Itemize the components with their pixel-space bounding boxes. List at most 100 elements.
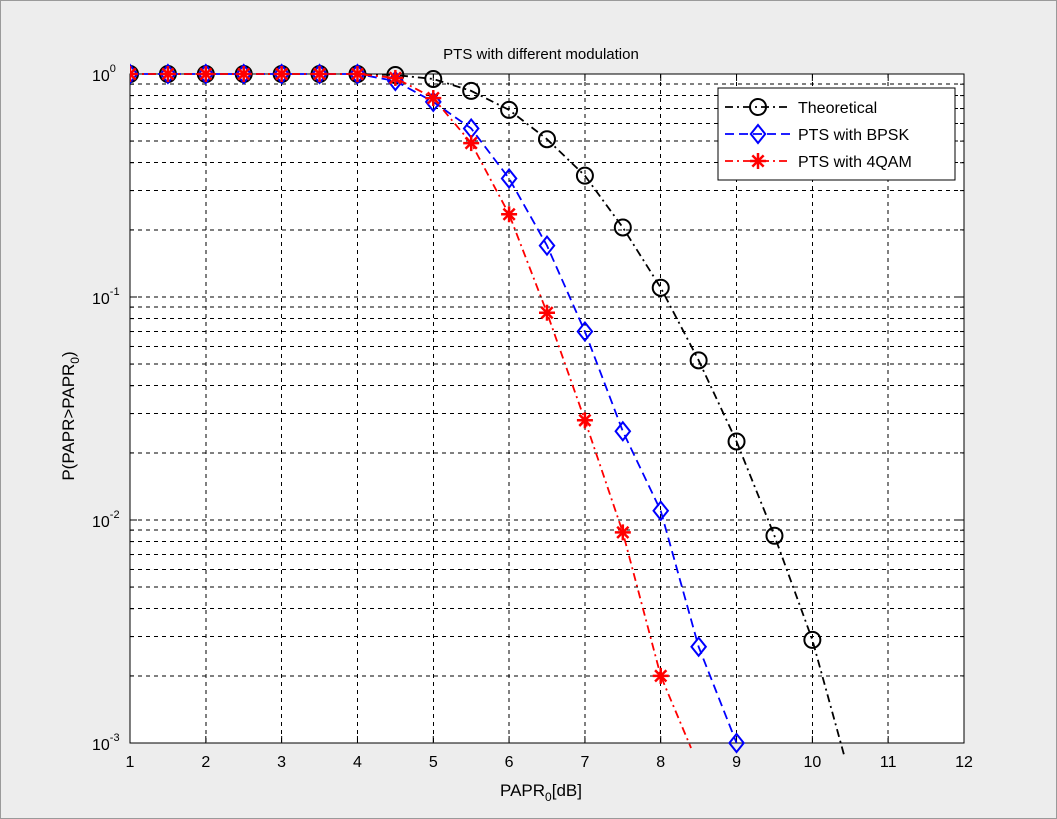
plot-area <box>130 74 964 743</box>
marker-asterisk-stroke <box>464 136 478 150</box>
marker-circle <box>462 81 481 100</box>
marker-asterisk-stroke <box>616 525 630 539</box>
marker-asterisk <box>311 66 328 82</box>
x-tick-label: 7 <box>580 754 589 771</box>
marker-diamond <box>728 732 746 754</box>
marker-circle <box>765 526 784 545</box>
y-tick-exponent: -3 <box>110 732 120 744</box>
x-tick-label: 10 <box>803 754 821 771</box>
marker-diamond <box>235 63 253 85</box>
axes-background <box>130 74 964 743</box>
x-tick-label: 11 <box>880 754 897 771</box>
marker-diamond <box>690 636 708 658</box>
marker-asterisk <box>501 206 518 223</box>
legend-label: Theoretical <box>798 100 877 117</box>
marker-circle <box>651 278 670 297</box>
marker-diamond <box>311 63 329 85</box>
marker-asterisk-stroke <box>654 669 668 683</box>
legend-entry: Theoretical <box>725 98 877 117</box>
y-tick-label: 10-2 <box>92 509 120 531</box>
marker-asterisk <box>539 304 555 321</box>
y-tick-label: 10-3 <box>92 732 120 754</box>
marker-asterisk-stroke <box>388 71 402 85</box>
series-line <box>130 73 692 749</box>
marker-asterisk <box>349 66 366 82</box>
y-axis-label-rest: ) <box>59 351 78 357</box>
marker-asterisk <box>463 135 480 152</box>
y-tick-base: 10 <box>92 737 110 754</box>
marker-asterisk-stroke <box>578 413 592 427</box>
axes-box <box>129 73 965 744</box>
y-tick-exponent: -2 <box>110 509 120 521</box>
x-axis-label-base: PAPR <box>500 781 545 800</box>
marker-diamond <box>652 500 670 522</box>
x-tick-label: 8 <box>656 754 665 771</box>
marker-asterisk-stroke <box>426 91 440 105</box>
marker-asterisk-stroke <box>130 67 137 76</box>
legend-entry: PTS with BPSK <box>725 123 909 145</box>
marker-asterisk-stroke <box>751 154 765 168</box>
x-tick-label: 6 <box>505 754 514 771</box>
marker-circle <box>727 432 746 451</box>
marker-asterisk <box>130 66 138 82</box>
marker-diamond <box>614 420 632 442</box>
marker-asterisk <box>750 153 766 169</box>
axes-frame <box>129 73 965 744</box>
legend: Theoretical PTS with BPSK PTS with 4QAM <box>717 87 956 181</box>
x-axis-label-sub: 0 <box>545 790 552 804</box>
marker-asterisk-stroke <box>237 67 251 81</box>
marker-asterisk <box>159 66 176 82</box>
x-axis-label-rest: [dB] <box>552 781 582 800</box>
chart-title: PTS with different modulation <box>443 46 639 63</box>
y-tick-label: 10-1 <box>92 286 120 308</box>
marker-asterisk-stroke <box>350 67 364 81</box>
marker-asterisk <box>614 524 631 541</box>
marker-asterisk <box>576 412 593 429</box>
legend-entry: PTS with 4QAM <box>725 153 912 171</box>
marker-diamond <box>348 63 366 85</box>
marker-asterisk <box>652 667 669 684</box>
y-tick-base: 10 <box>92 514 110 531</box>
marker-diamond <box>159 63 177 85</box>
figure-background: 1 2 3 4 5 6 7 8 9 10 11 12 100 10-1 10-2 10-3 PTS with … <box>6 6 1051 813</box>
series-2 <box>130 66 692 749</box>
y-tick-base: 10 <box>92 291 110 308</box>
x-tick-label: 9 <box>732 754 741 771</box>
legend-label: PTS with 4QAM <box>798 154 912 171</box>
marker-circle <box>689 351 708 370</box>
x-tick-label: 2 <box>201 754 210 771</box>
marker-asterisk <box>425 90 442 107</box>
y-axis-label-base: P(PAPR>PAPR <box>59 364 78 481</box>
marker-circle <box>424 69 443 88</box>
y-axis-label: P(PAPR>PAPR0) <box>59 351 82 480</box>
marker-asterisk <box>235 66 252 82</box>
y-axis-label-sub: 0 <box>68 357 82 364</box>
marker-asterisk <box>387 69 404 86</box>
marker-diamond <box>500 167 518 190</box>
marker-asterisk-stroke <box>540 306 554 320</box>
marker-circle <box>803 630 822 649</box>
marker-diamond <box>749 123 767 145</box>
y-tick-exponent: 0 <box>110 63 116 75</box>
x-tick-label: 5 <box>429 754 438 771</box>
marker-asterisk <box>273 66 290 82</box>
x-tick-label: 4 <box>353 754 362 771</box>
marker-asterisk-stroke <box>161 67 175 81</box>
y-tick-base: 10 <box>92 68 110 85</box>
x-tick-label: 1 <box>126 754 135 771</box>
marker-circle <box>749 98 767 116</box>
marker-asterisk-stroke <box>275 67 289 81</box>
y-tick-label: 100 <box>92 63 116 85</box>
marker-asterisk-stroke <box>313 67 327 81</box>
y-tick-exponent: -1 <box>110 286 120 298</box>
marker-circle <box>575 166 594 185</box>
marker-diamond <box>197 63 215 85</box>
x-axis-label: PAPR0[dB] <box>500 781 582 804</box>
marker-circle <box>538 130 556 149</box>
marker-diamond <box>273 63 291 85</box>
marker-diamond <box>538 235 556 257</box>
x-tick-label: 3 <box>277 754 286 771</box>
legend-label: PTS with BPSK <box>798 127 909 144</box>
